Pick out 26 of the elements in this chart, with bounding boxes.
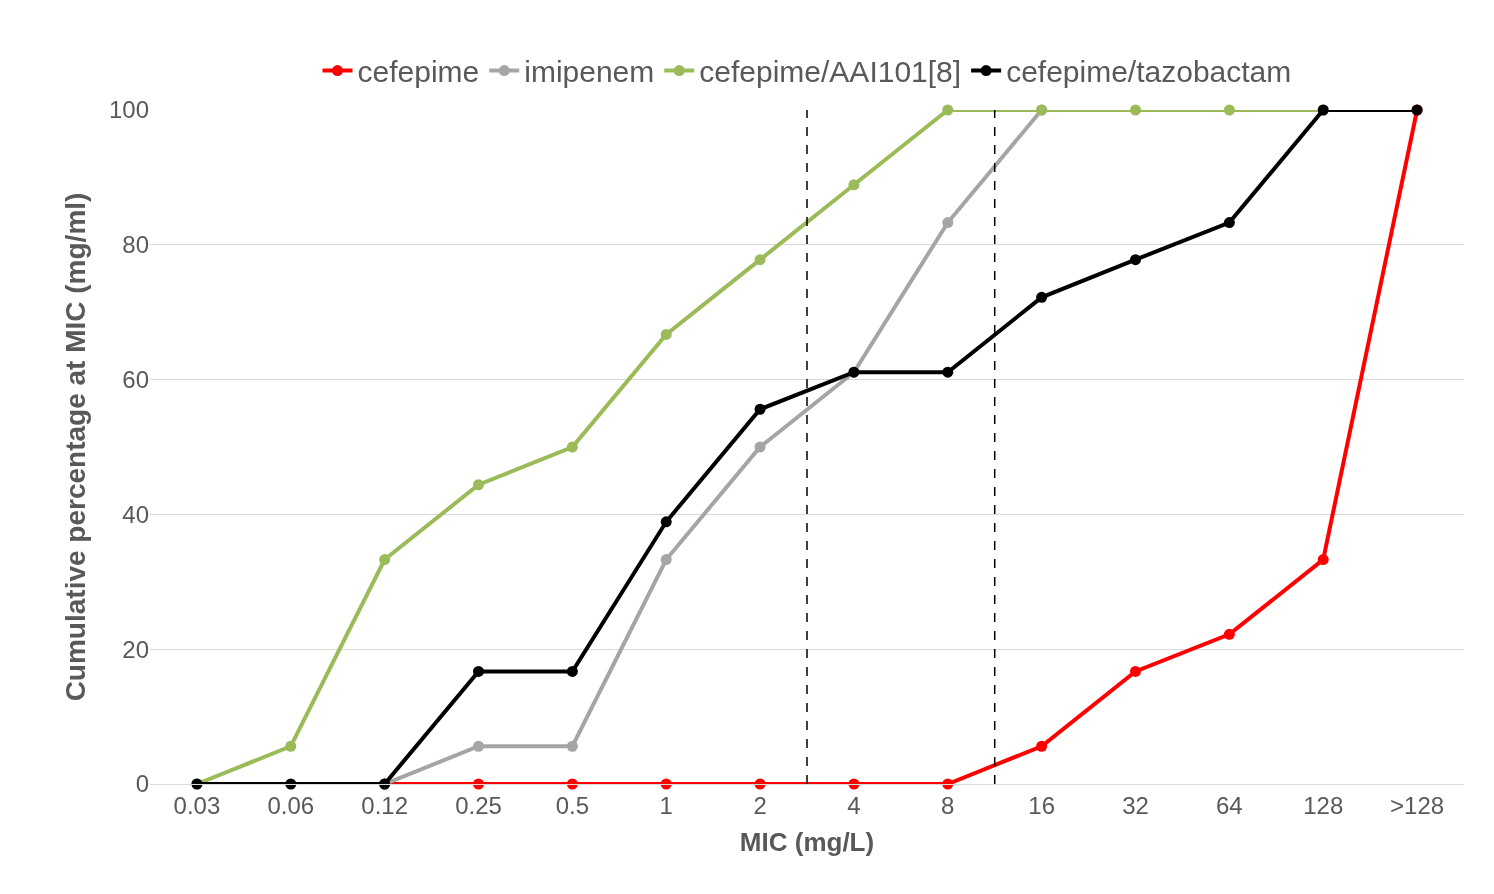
legend-label: cefepime/AAI101[8] <box>699 55 962 89</box>
x-tick-label: 0.25 <box>455 791 502 819</box>
x-tick-label: 128 <box>1303 791 1344 819</box>
legend-label: cefepime <box>357 55 480 89</box>
x-tick-label: >128 <box>1390 791 1445 819</box>
y-tick-label: 20 <box>122 635 149 663</box>
x-tick-label: 4 <box>847 791 861 819</box>
x-tick-label: 0.03 <box>173 791 221 819</box>
y-axis-title: Cumulative percentage at MIC (mg/ml) <box>59 192 91 702</box>
x-axis-title: MIC (mg/L) <box>739 827 875 858</box>
y-tick-label: 80 <box>122 231 149 259</box>
x-tick-label: 16 <box>1028 791 1055 819</box>
legend-label: imipenem <box>524 55 655 89</box>
x-tick-label: 32 <box>1122 791 1149 819</box>
y-tick-label: 40 <box>122 500 149 528</box>
x-tick-label: 1 <box>659 791 673 819</box>
legend-label: cefepime/tazobactam <box>1006 55 1292 89</box>
x-tick-label: 64 <box>1216 791 1243 819</box>
x-tick-label: 8 <box>941 791 955 819</box>
x-tick-label: 0.5 <box>555 791 590 819</box>
y-tick-label: 0 <box>135 770 149 798</box>
y-tick-label: 60 <box>122 366 149 393</box>
x-tick-label: 0.06 <box>267 791 315 819</box>
y-tick-label: 100 <box>108 96 149 124</box>
x-tick-label: 2 <box>753 791 767 819</box>
x-tick-label: 0.12 <box>361 791 408 819</box>
